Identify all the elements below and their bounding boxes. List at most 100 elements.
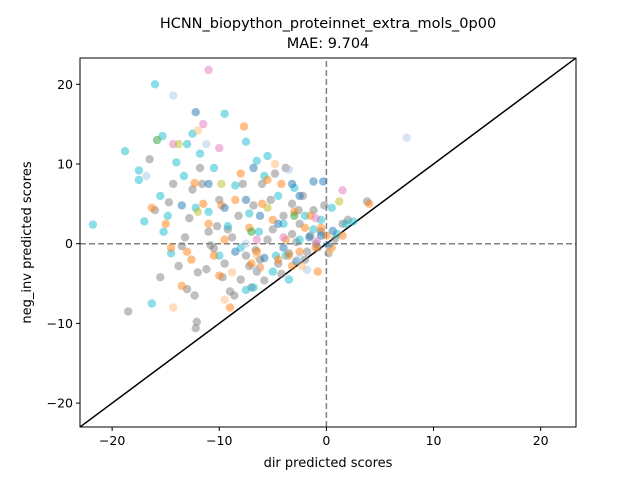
data-point-gray (169, 179, 178, 189)
data-point-orange (187, 255, 196, 264)
y-tick-label: −20 (47, 396, 73, 411)
data-point-cyan (88, 220, 98, 229)
data-point-cyan (284, 275, 294, 284)
data-point-light_orange (270, 159, 280, 169)
data-point-blue (328, 226, 337, 236)
data-point-gray (241, 251, 251, 260)
data-point-pink (204, 65, 213, 75)
data-point-olive (217, 179, 226, 189)
data-point-blue (241, 195, 251, 205)
data-point-gray (191, 324, 200, 333)
data-point-olive (193, 207, 202, 216)
data-point-blue (287, 179, 297, 189)
data-point-orange (215, 271, 224, 280)
data-point-cyan (249, 283, 258, 292)
data-point-gray (206, 241, 215, 250)
data-point-pink (312, 237, 321, 246)
data-point-olive (263, 203, 272, 212)
data-point-gray (180, 233, 190, 242)
data-point-gray (230, 291, 239, 300)
data-point-orange (190, 178, 199, 188)
data-point-green (290, 211, 299, 220)
data-point-gray (192, 317, 201, 326)
data-point-gray (197, 179, 207, 189)
data-point-light_blue (202, 139, 211, 149)
data-point-gray (320, 201, 329, 210)
data-point-orange (204, 219, 213, 228)
data-point-cyan (295, 235, 304, 244)
data-point-orange (284, 251, 294, 260)
data-point-light_orange (227, 268, 237, 277)
data-point-gray (188, 185, 197, 194)
data-point-gray (220, 259, 229, 268)
chart-title: HCNN_biopython_proteinnet_extra_mols_0p0… (160, 16, 496, 32)
data-point-blue (260, 253, 269, 263)
data-point-olive (174, 139, 183, 149)
data-point-cyan (268, 267, 277, 276)
data-point-light_orange (220, 295, 229, 304)
data-point-blue (305, 233, 314, 242)
data-point-gray (177, 241, 186, 251)
chart-subtitle: MAE: 9.704 (287, 36, 370, 52)
data-point-orange (365, 199, 374, 208)
data-point-gray (277, 269, 286, 279)
data-point-blue (249, 163, 258, 173)
data-point-olive (335, 197, 344, 206)
data-point-light_orange (325, 246, 334, 256)
data-point-green (152, 135, 162, 145)
data-point-blue (309, 177, 318, 186)
data-point-cyan (245, 209, 254, 218)
axis-ticks: −20 −10 0 10 20 −20 −10 0 10 20 (47, 77, 549, 448)
data-point-cyan (254, 227, 264, 236)
data-point-gray (266, 195, 275, 205)
data-point-gray (260, 276, 269, 285)
data-point-gray (124, 307, 133, 316)
data-point-gray (270, 169, 280, 178)
data-point-orange (338, 231, 347, 240)
data-point-cyan (263, 151, 272, 161)
data-point-orange (231, 195, 240, 205)
data-point-light_blue (402, 133, 411, 142)
data-point-green (247, 227, 256, 236)
x-axis-label: dir predicted scores (264, 456, 393, 471)
data-point-cyan (179, 171, 189, 181)
data-point-gray (195, 163, 205, 173)
data-point-cyan (163, 211, 172, 220)
y-axis-label: neg_inv predicted scores (20, 161, 35, 323)
data-point-cyan (182, 139, 192, 149)
y-tick-label: 20 (57, 77, 73, 92)
data-point-orange (274, 255, 283, 264)
data-point-gray (227, 233, 237, 242)
data-point-pink (252, 235, 261, 244)
data-point-orange (166, 243, 176, 252)
data-point-blue (204, 179, 213, 189)
data-point-light_orange (169, 303, 178, 312)
data-point-blue (220, 203, 229, 212)
data-point-cyan (156, 191, 165, 201)
data-point-light_blue (252, 265, 261, 274)
y-tick-label: 10 (57, 156, 73, 171)
data-point-orange (295, 247, 304, 256)
plot-area (79, 57, 577, 428)
data-point-orange (263, 175, 272, 185)
x-tick-label: −10 (206, 433, 232, 448)
data-point-pink (215, 143, 224, 153)
data-point-gray (249, 201, 258, 210)
plot-frame (79, 57, 577, 428)
data-point-gray (212, 222, 222, 231)
data-point-cyan (241, 285, 251, 295)
data-point-gray (263, 235, 272, 244)
data-point-pink (311, 214, 320, 223)
data-point-orange (220, 235, 229, 244)
data-point-gray (174, 261, 183, 271)
data-point-gray (287, 229, 297, 239)
data-point-blue (319, 177, 328, 186)
data-point-light_orange (297, 261, 306, 271)
data-point-orange (225, 303, 235, 312)
data-point-cyan (195, 149, 205, 158)
data-point-blue (191, 108, 200, 117)
data-point-cyan (231, 181, 240, 190)
data-point-orange (300, 223, 310, 232)
data-point-gray (202, 265, 211, 274)
